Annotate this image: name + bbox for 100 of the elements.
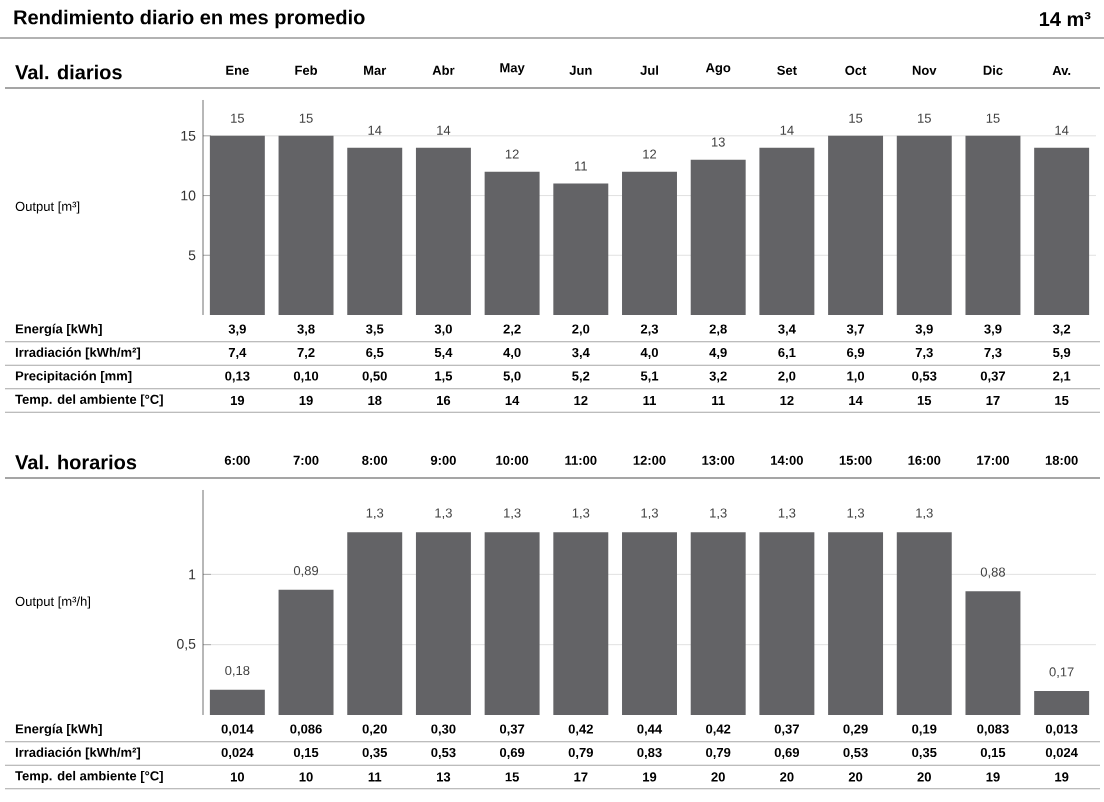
data-label: 3,2 — [709, 371, 727, 383]
bar — [209, 689, 265, 715]
y-axis-title: Output [m³/h] — [15, 596, 91, 609]
data-label: 12 — [505, 149, 519, 159]
data-label: 0,35 — [912, 747, 937, 759]
x-tick-label: Jun — [569, 65, 592, 75]
bar — [690, 532, 746, 715]
data-label: 1,3 — [572, 508, 590, 520]
data-label: 17 — [574, 772, 588, 782]
chart-title: Val. horarios — [15, 454, 137, 470]
x-tick-label: 17:00 — [977, 455, 1010, 465]
data-label: 0,13 — [225, 371, 250, 383]
data-label: 0,20 — [362, 724, 387, 736]
data-label: 11 — [643, 395, 657, 405]
bar — [209, 135, 265, 315]
bar — [1034, 691, 1090, 715]
data-label: 11 — [575, 161, 587, 171]
data-label: 0,37 — [774, 724, 799, 736]
data-label: 0,37 — [499, 724, 525, 736]
data-label: 15 — [299, 113, 313, 123]
data-label: 0,10 — [293, 371, 319, 383]
data-label: 4,0 — [503, 347, 521, 359]
data-label: 0,83 — [637, 747, 662, 759]
x-tick-label: 9:00 — [430, 455, 456, 465]
x-tick-label: Feb — [295, 65, 318, 75]
data-label: 13 — [437, 772, 451, 782]
bar — [965, 591, 1021, 715]
y-tick-label: 10 — [181, 190, 196, 201]
data-label: 1,0 — [847, 371, 865, 383]
data-label: 14 — [505, 395, 520, 405]
data-label: 3,9 — [984, 324, 1002, 336]
bar — [690, 159, 746, 315]
x-tick-label: 14:00 — [771, 455, 803, 465]
data-label: 1,5 — [435, 371, 453, 383]
data-label: 11 — [712, 395, 725, 405]
data-label: 20 — [848, 772, 863, 782]
data-label: 0,42 — [706, 724, 731, 736]
x-tick-label: Abr — [432, 65, 455, 75]
data-label: 5,2 — [572, 371, 590, 383]
data-label: 19 — [1055, 772, 1069, 782]
data-label: 0,79 — [568, 747, 593, 759]
data-label: 0,013 — [1045, 724, 1078, 736]
data-label: 14 — [368, 125, 382, 135]
bar — [347, 532, 403, 715]
data-label: 0,50 — [362, 371, 387, 383]
data-label: 1,3 — [641, 508, 658, 520]
data-label: 15 — [231, 113, 245, 123]
data-label: 0,086 — [290, 724, 322, 736]
data-label: 7,3 — [984, 347, 1002, 359]
bar — [828, 532, 884, 715]
x-tick-label: 11:00 — [565, 455, 597, 465]
x-tick-label: 15:00 — [839, 455, 872, 465]
data-label: 18 — [368, 395, 382, 406]
data-label: 1,3 — [916, 508, 933, 520]
text: Energía [kWh] — [15, 723, 102, 737]
bar — [278, 135, 334, 315]
data-label: 6,5 — [366, 347, 384, 359]
data-label: 17 — [986, 395, 1000, 405]
data-label: 14 — [437, 125, 451, 135]
data-label: 10 — [230, 772, 245, 782]
data-label: 7,2 — [297, 347, 315, 359]
data-label: 0,17 — [1049, 667, 1074, 679]
text: 14 m³ — [1039, 12, 1091, 26]
bar — [622, 532, 677, 715]
data-label: 6,1 — [778, 347, 796, 359]
data-label: 16 — [437, 395, 451, 406]
data-label: 6,9 — [847, 347, 865, 359]
data-label: 3,4 — [572, 347, 590, 359]
data-label: 3,5 — [366, 324, 384, 336]
data-label: 19 — [643, 772, 657, 782]
data-label: 19 — [299, 395, 313, 406]
data-label: 0,19 — [912, 724, 937, 736]
data-label: 7,4 — [228, 347, 247, 359]
x-tick-label: Ene — [226, 65, 249, 75]
bar — [553, 532, 609, 715]
text: Energía [kWh] — [15, 323, 102, 337]
bar — [896, 135, 952, 315]
data-label: 4,0 — [640, 347, 658, 359]
x-tick-label: 13:00 — [702, 455, 735, 465]
data-label: 20 — [711, 772, 725, 782]
x-tick-label: Jul — [640, 65, 658, 75]
data-label: 20 — [917, 772, 931, 782]
data-label: 0,88 — [980, 567, 1006, 579]
data-label: 0,79 — [706, 747, 731, 759]
data-label: 3,2 — [1052, 324, 1071, 336]
data-label: 0,44 — [637, 724, 663, 736]
data-label: 15 — [918, 113, 931, 123]
data-label: 19 — [230, 395, 245, 406]
text: Irradiación [kWh/m²] — [15, 747, 141, 760]
data-label: 0,30 — [431, 724, 456, 736]
x-tick-label: Nov — [912, 65, 937, 75]
data-label: 14 — [780, 125, 794, 135]
data-label: 3,8 — [297, 324, 315, 336]
data-label: 3,4 — [778, 324, 796, 336]
bar — [622, 171, 677, 315]
x-tick-label: 12:00 — [633, 455, 666, 465]
data-label: 1,3 — [504, 508, 521, 520]
data-label: 1,3 — [778, 508, 796, 520]
bar — [1034, 147, 1090, 315]
data-label: 0,15 — [293, 747, 319, 759]
